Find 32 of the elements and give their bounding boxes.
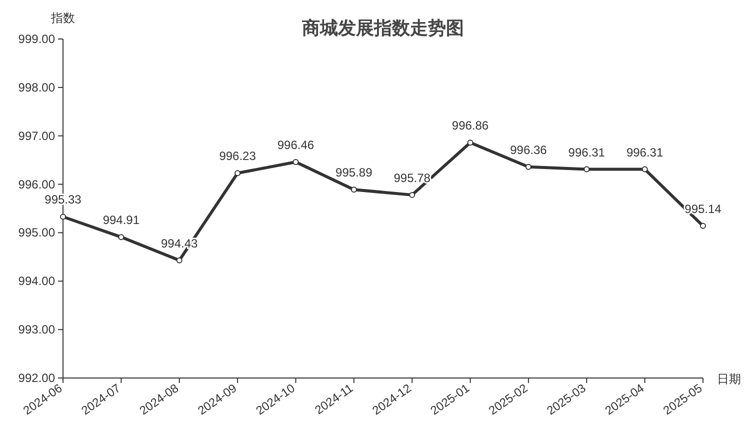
- data-label: 995.78: [394, 170, 431, 185]
- data-label: 996.36: [510, 142, 548, 157]
- data-label: 995.89: [336, 166, 373, 180]
- point: [292, 159, 299, 166]
- y-tick-label: 994.00: [18, 274, 56, 288]
- point: [234, 170, 241, 176]
- data-label: 996.86: [452, 118, 489, 133]
- point: [584, 166, 590, 172]
- y-tick-label: 993.00: [18, 322, 56, 337]
- y-axis-title: 指数: [50, 11, 75, 25]
- chart-title: 商城发展指数走势图: [301, 18, 464, 38]
- x-axis-title: 日期: [717, 372, 741, 386]
- point: [118, 234, 124, 240]
- y-tick-label: 997.00: [18, 128, 56, 143]
- point: [700, 222, 706, 229]
- point: [350, 186, 357, 193]
- point: [409, 192, 416, 198]
- point: [642, 166, 648, 172]
- y-tick-label: 996.00: [18, 177, 56, 192]
- y-tick-label: 998.00: [18, 80, 56, 94]
- y-tick-label: 992.00: [18, 371, 56, 385]
- data-label: 994.91: [102, 213, 140, 228]
- point: [60, 214, 66, 220]
- data-label: 996.31: [626, 145, 664, 160]
- y-tick-label: 995.00: [18, 226, 56, 240]
- point: [525, 164, 532, 170]
- data-label: 996.46: [277, 138, 314, 152]
- data-label: 996.23: [219, 149, 256, 164]
- data-label: 996.31: [568, 145, 606, 160]
- point: [176, 257, 182, 264]
- point: [467, 140, 474, 146]
- y-tick-label: 999.00: [18, 32, 56, 46]
